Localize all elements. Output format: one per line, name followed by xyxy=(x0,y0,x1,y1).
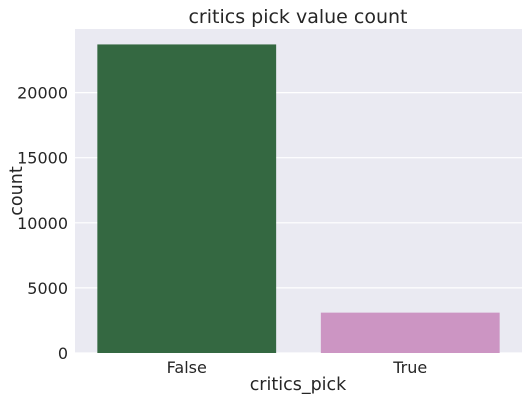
y-tick-label: 20000 xyxy=(17,84,68,103)
chart-title: critics pick value count xyxy=(188,6,407,28)
x-tick-label: True xyxy=(392,358,427,377)
x-axis-label: critics_pick xyxy=(250,375,347,395)
bar-false xyxy=(97,44,277,354)
y-tick-label: 15000 xyxy=(17,149,68,168)
y-tick-label: 0 xyxy=(58,344,68,363)
bars xyxy=(97,44,500,354)
y-tick-labels: 0 5000 10000 15000 20000 xyxy=(17,84,68,363)
y-tick-label: 10000 xyxy=(17,214,68,233)
bar-true xyxy=(320,312,500,353)
y-axis-label: count xyxy=(7,166,27,216)
x-tick-label: False xyxy=(167,358,207,377)
x-tick-labels: False True xyxy=(167,358,428,377)
y-tick-label: 5000 xyxy=(27,279,68,298)
